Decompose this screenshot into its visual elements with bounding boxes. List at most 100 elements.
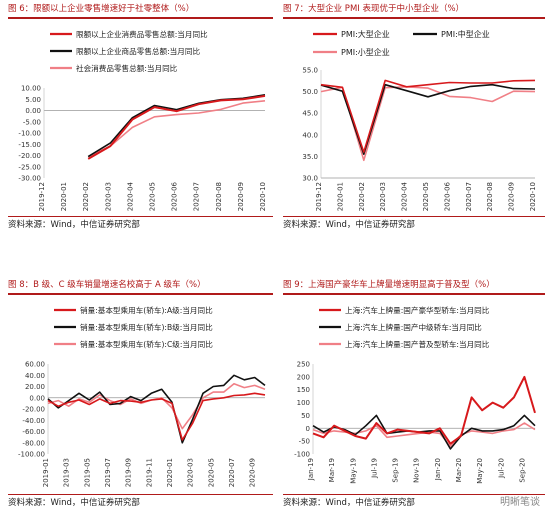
figure-9-source: 资料来源：Wind，中信证券研究部 — [283, 498, 415, 508]
watermark: 明晰笔谈 — [500, 497, 540, 508]
figure-8-source: 资料来源：Wind，中信证券研究部 — [8, 498, 140, 508]
x-tick-label: Jan-19 — [307, 458, 315, 481]
figure-6-source: 资料来源：Wind，中信证券研究部 — [8, 220, 140, 230]
x-tick-label: 2020-04 — [401, 181, 409, 211]
legend-label: 限额以上企业商品零售总额:当月同比 — [76, 46, 200, 56]
y-tick-label: -20.00 — [18, 152, 41, 160]
figure-6: 图 6：限额以上企业零售增速好于社零整体（%） 限额以上企业消费品零售总额:当月… — [8, 2, 273, 232]
y-tick-label: -60.00 — [22, 428, 45, 436]
y-tick-label: -100.00 — [18, 451, 45, 459]
y-tick-label: 45.0 — [302, 110, 318, 118]
x-tick-label: 2020-10 — [529, 182, 537, 211]
y-tick-label: 20.00 — [25, 383, 45, 391]
x-tick-label: 2020-03 — [104, 182, 112, 211]
y-tick-label: 250 — [297, 361, 310, 369]
x-tick-label: 2020-09 — [249, 458, 257, 487]
y-tick-label: 30.0 — [302, 175, 318, 183]
figure-6-title: 图 6：限额以上企业零售增速好于社零整体（%） — [8, 4, 195, 14]
x-tick-label: 2019-11 — [145, 458, 153, 487]
y-tick-label: -40.00 — [22, 417, 45, 425]
x-tick-label: 2020-07 — [193, 182, 201, 211]
x-axis: 2019-12 2020-01 2020-02 2020-03 2020-04 2020-… — [38, 181, 267, 211]
y-axis: 250 200 150 100 50 0 -50 -100 — [294, 361, 310, 459]
legend: PMI:大型企业 PMI:中型企业 PMI:小型企业 — [313, 29, 490, 57]
legend-label: PMI:大型企业 — [341, 29, 390, 39]
x-tick-label: 2019-01 — [42, 458, 50, 487]
x-tick-label: 2019-12 — [38, 182, 46, 211]
y-tick-label: -30.00 — [18, 175, 41, 183]
x-tick-label: 2019-07 — [104, 458, 112, 487]
series-line — [312, 414, 536, 450]
x-tick-label: 2020-09 — [508, 182, 516, 211]
x-tick-label: 2020-05 — [149, 182, 157, 211]
figure-8: 图 8：B 级、C 级车销量增速名校高于 A 级车（%） 销量:基本型乘用车(轿… — [8, 278, 273, 510]
x-tick-label: 2020-01 — [166, 458, 174, 487]
y-axis: 55.0 50.0 45.0 40.0 35.0 30.0 — [302, 67, 318, 183]
series-line — [87, 100, 266, 158]
source-rule — [283, 494, 545, 495]
y-tick-label: -80.00 — [22, 439, 45, 447]
legend: 上海:汽车上牌量:国产豪华型轿车:当月同比上海:汽车上牌量:国产中级轿车:当月同… — [319, 305, 490, 349]
source-rule — [283, 216, 545, 217]
y-tick-label: -50 — [299, 438, 310, 446]
x-axis: Jan-19 Mar-19 May-19 Jul-19 Sep-19 Nov-19 Jan-… — [307, 458, 526, 484]
x-tick-label: 2019-12 — [315, 182, 323, 211]
y-tick-label: 50.0 — [302, 88, 318, 96]
y-tick-label: 40.00 — [25, 372, 45, 380]
x-axis: 2019-01 2019-03 2019-05 2019-07 2019-09 2019-… — [42, 458, 257, 487]
x-tick-label: Jul-19 — [370, 458, 378, 479]
series-line — [320, 83, 536, 155]
legend-label: PMI:小型企业 — [341, 47, 390, 57]
y-tick-label: -15.00 — [18, 141, 41, 149]
legend-label: 上海:汽车上牌量:国产普及型轿车:当月同比 — [345, 339, 490, 349]
x-tick-label: May-20 — [476, 458, 484, 484]
series-line — [320, 86, 536, 162]
figure-7-chart: PMI:大型企业 PMI:中型企业 PMI:小型企业 55.0 50.0 45.0 40.0… — [302, 29, 537, 211]
x-tick-label: Mar-20 — [455, 458, 463, 482]
x-tick-label: Sep-20 — [518, 458, 526, 483]
x-tick-label: Sep-19 — [392, 458, 400, 483]
legend-label: 限额以上企业消费品零售总额:当月同比 — [76, 29, 208, 39]
figure-7-title: 图 7：大型企业 PMI 表现优于中小型企业（%） — [283, 4, 465, 14]
y-tick-label: 0.00 — [29, 394, 45, 402]
series-line — [47, 374, 266, 444]
x-tick-label: 2019-09 — [125, 458, 133, 487]
series-line — [87, 94, 266, 160]
series-line — [312, 422, 536, 448]
y-tick-label: 10.00 — [21, 85, 41, 93]
y-tick-label: 40.0 — [302, 131, 318, 139]
legend-label: PMI:中型企业 — [441, 29, 490, 39]
y-tick-label: 60.00 — [25, 361, 45, 369]
y-tick-label: -25.00 — [18, 163, 41, 171]
x-tick-label: 2020-02 — [358, 182, 366, 211]
y-tick-label: 55.0 — [302, 67, 318, 75]
x-tick-label: 2020-06 — [443, 181, 451, 211]
title-rule — [283, 17, 545, 19]
y-tick-label: 50 — [301, 412, 310, 420]
figure-9-chart: 上海:汽车上牌量:国产豪华型轿车:当月同比上海:汽车上牌量:国产中级轿车:当月同… — [294, 305, 536, 484]
x-tick-label: Jul-20 — [497, 458, 505, 479]
y-tick-label: -5.00 — [23, 118, 41, 126]
x-tick-label: 2020-08 — [215, 182, 223, 211]
figure-6-chart: 限额以上企业消费品零售总额:当月同比限额以上企业商品零售总额:当月同比社会消费品… — [18, 29, 267, 211]
figure-8-title: 图 8：B 级、C 级车销量增速名校高于 A 级车（%） — [8, 280, 206, 290]
x-tick-label: 2020-04 — [126, 181, 134, 211]
x-tick-label: Jan-20 — [434, 458, 442, 481]
legend: 销量:基本型乘用车(轿车):A级:当月同比销量:基本型乘用车(轿车):B级:当月… — [54, 305, 213, 349]
source-rule — [8, 216, 273, 217]
x-tick-label: 2020-08 — [486, 182, 494, 211]
title-rule — [8, 17, 273, 19]
y-tick-label: 0.00 — [25, 107, 41, 115]
x-tick-label: 2020-07 — [465, 182, 473, 211]
x-tick-label: 2020-05 — [422, 182, 430, 211]
figure-9: 图 9：上海国产豪华车上牌量增速明显高于普及型（%） 上海:汽车上牌量:国产豪华… — [283, 278, 545, 510]
figure-7: 图 7：大型企业 PMI 表现优于中小型企业（%） PMI:大型企业 PMI:中型… — [283, 2, 545, 232]
legend-label: 上海:汽车上牌量:国产中级轿车:当月同比 — [345, 322, 482, 332]
x-tick-label: 2020-03 — [379, 182, 387, 211]
y-tick-label: 200 — [297, 373, 310, 381]
series-line — [312, 375, 536, 445]
y-tick-label: -100 — [294, 451, 310, 459]
x-tick-label: 2020-07 — [228, 458, 236, 487]
legend-label: 销量:基本型乘用车(轿车):B级:当月同比 — [80, 322, 213, 332]
legend-label: 销量:基本型乘用车(轿车):A级:当月同比 — [80, 305, 213, 315]
